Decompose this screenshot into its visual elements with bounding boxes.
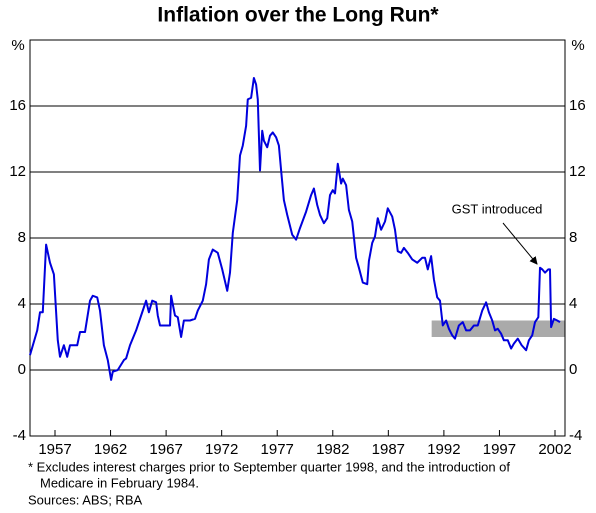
sources: Sources: ABS; RBA <box>28 492 142 507</box>
y-tick-label: 16 <box>9 97 26 114</box>
y-unit-right: % <box>571 37 584 54</box>
footnote: Medicare in February 1984. <box>40 475 199 490</box>
y-tick-label: -4 <box>569 427 582 444</box>
chart-title: Inflation over the Long Run* <box>157 4 439 27</box>
y-tick-label: 8 <box>569 229 577 246</box>
x-tick-label: 1987 <box>372 441 405 458</box>
y-tick-label: 16 <box>569 97 586 114</box>
y-tick-label: 4 <box>569 295 577 312</box>
x-tick-label: 1957 <box>38 441 71 458</box>
y-tick-label: 8 <box>18 229 26 246</box>
x-tick-label: 1982 <box>316 441 349 458</box>
inflation-line <box>29 76 561 381</box>
y-tick-label: 0 <box>18 361 26 378</box>
x-tick-label: 1967 <box>149 441 182 458</box>
footnote: * Excludes interest charges prior to Sep… <box>28 459 510 474</box>
plot-frame <box>29 39 566 437</box>
annotation-arrow <box>502 222 538 265</box>
x-tick-label: 1977 <box>261 441 294 458</box>
y-tick-label: 12 <box>9 163 26 180</box>
y-tick-label: 4 <box>18 295 26 312</box>
annotation: GST introduced <box>452 201 543 216</box>
x-tick-label: 1962 <box>94 441 127 458</box>
y-unit-left: % <box>11 37 24 54</box>
y-tick-label: 0 <box>569 361 577 378</box>
x-tick-label: 1997 <box>483 441 516 458</box>
y-tick-label: 12 <box>569 163 586 180</box>
y-tick-label: -4 <box>13 427 26 444</box>
x-tick-label: 2002 <box>538 441 571 458</box>
x-tick-label: 1972 <box>205 441 238 458</box>
x-tick-label: 1992 <box>427 441 460 458</box>
